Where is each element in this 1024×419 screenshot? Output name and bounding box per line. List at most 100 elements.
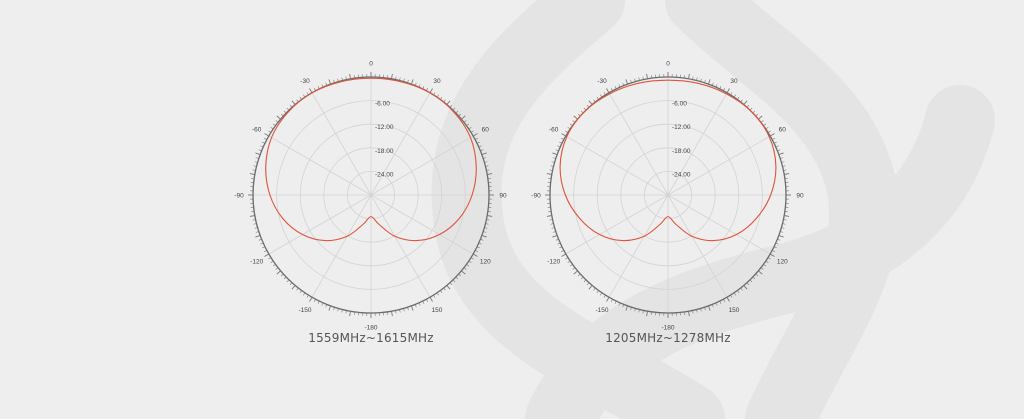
tick-mark	[252, 219, 256, 221]
tick-mark	[452, 107, 456, 111]
tick-mark	[769, 253, 775, 257]
tick-mark	[407, 79, 409, 83]
tick-mark	[422, 300, 425, 304]
grid-spoke	[667, 194, 728, 298]
tick-mark	[772, 250, 775, 253]
tick-mark	[480, 238, 484, 241]
tick-mark	[299, 290, 302, 294]
angle-label: 150	[432, 307, 443, 314]
tick-mark	[272, 264, 276, 267]
tick-mark	[737, 290, 740, 294]
tick-mark	[606, 88, 610, 94]
tick-mark	[781, 227, 785, 229]
tick-mark	[614, 300, 617, 304]
tick-mark	[588, 285, 593, 290]
tick-mark	[317, 300, 320, 304]
tick-mark	[303, 292, 306, 296]
tick-mark	[253, 223, 257, 225]
tick-mark	[403, 78, 405, 82]
tick-mark	[782, 223, 786, 225]
tick-mark	[254, 161, 258, 163]
tick-mark	[291, 285, 296, 290]
grid-spoke	[667, 92, 728, 196]
tick-mark	[603, 92, 606, 96]
tick-mark	[429, 88, 433, 94]
tick-mark	[781, 161, 785, 163]
brand-watermark-logo	[431, 0, 995, 419]
tick-mark	[552, 231, 556, 233]
tick-mark	[614, 86, 617, 90]
tick-mark	[715, 302, 718, 306]
grid-spoke	[370, 92, 431, 196]
radial-label: -6.00	[672, 101, 687, 108]
radial-label: -24.00	[672, 171, 691, 178]
tick-mark	[588, 100, 593, 105]
grid-spoke	[565, 135, 669, 196]
grid-spoke	[370, 194, 474, 255]
tick-mark	[472, 253, 478, 257]
tick-mark	[696, 77, 698, 81]
tick-mark	[573, 115, 578, 120]
tick-mark	[337, 308, 339, 312]
tick-mark	[586, 104, 590, 108]
tick-mark	[784, 173, 790, 175]
tick-mark	[309, 88, 313, 94]
tick-mark	[395, 76, 397, 80]
tick-mark	[455, 110, 459, 114]
tick-mark	[483, 157, 487, 159]
tick-mark	[306, 294, 309, 298]
tick-mark	[737, 96, 740, 100]
grid-ring	[276, 100, 466, 290]
tick-mark	[487, 215, 493, 217]
grid-ring	[346, 170, 395, 219]
tick-mark	[707, 305, 711, 311]
tick-mark	[769, 133, 775, 137]
angle-label: 120	[777, 259, 788, 266]
tick-mark	[758, 115, 763, 120]
tick-mark	[622, 82, 625, 86]
tick-mark	[286, 107, 290, 111]
tick-mark	[557, 242, 561, 245]
tick-mark	[646, 73, 648, 79]
tick-mark	[313, 299, 316, 302]
tick-mark	[573, 270, 578, 275]
grid-ring	[644, 170, 693, 219]
radial-label: -24.00	[375, 171, 394, 178]
tick-mark	[638, 77, 640, 81]
tick-mark	[688, 73, 690, 79]
tick-mark	[272, 123, 276, 126]
tick-mark	[255, 157, 259, 159]
tick-mark	[622, 304, 625, 308]
tick-mark	[551, 227, 555, 229]
chart-title-1559-1615: 1559MHz~1615MHz	[308, 331, 434, 345]
tick-mark	[283, 276, 287, 280]
tick-mark	[743, 285, 748, 290]
angle-label: -30	[597, 78, 607, 85]
tick-mark	[486, 219, 490, 221]
tick-mark	[268, 257, 272, 260]
tick-mark	[480, 149, 484, 152]
tick-mark	[700, 308, 702, 312]
tick-mark	[276, 115, 281, 120]
tick-mark	[254, 227, 258, 229]
angle-label: 0	[369, 61, 373, 68]
tick-mark	[551, 161, 555, 163]
tick-mark	[325, 82, 328, 86]
tick-mark	[449, 104, 453, 108]
tick-mark	[481, 234, 487, 238]
tick-mark	[603, 294, 606, 298]
tick-mark	[642, 310, 644, 314]
tick-mark	[552, 152, 558, 156]
angle-label: -30	[300, 78, 310, 85]
tick-mark	[466, 264, 470, 267]
tick-mark	[704, 79, 706, 83]
tick-mark	[700, 78, 702, 82]
grid-spoke	[268, 135, 372, 196]
tick-mark	[260, 242, 264, 245]
chart-title-1205-1278: 1205MHz~1278MHz	[605, 331, 731, 345]
tick-mark	[642, 76, 644, 80]
tick-mark	[418, 84, 421, 88]
tick-mark	[286, 279, 290, 283]
tick-mark	[561, 133, 567, 137]
tick-mark	[461, 270, 466, 275]
